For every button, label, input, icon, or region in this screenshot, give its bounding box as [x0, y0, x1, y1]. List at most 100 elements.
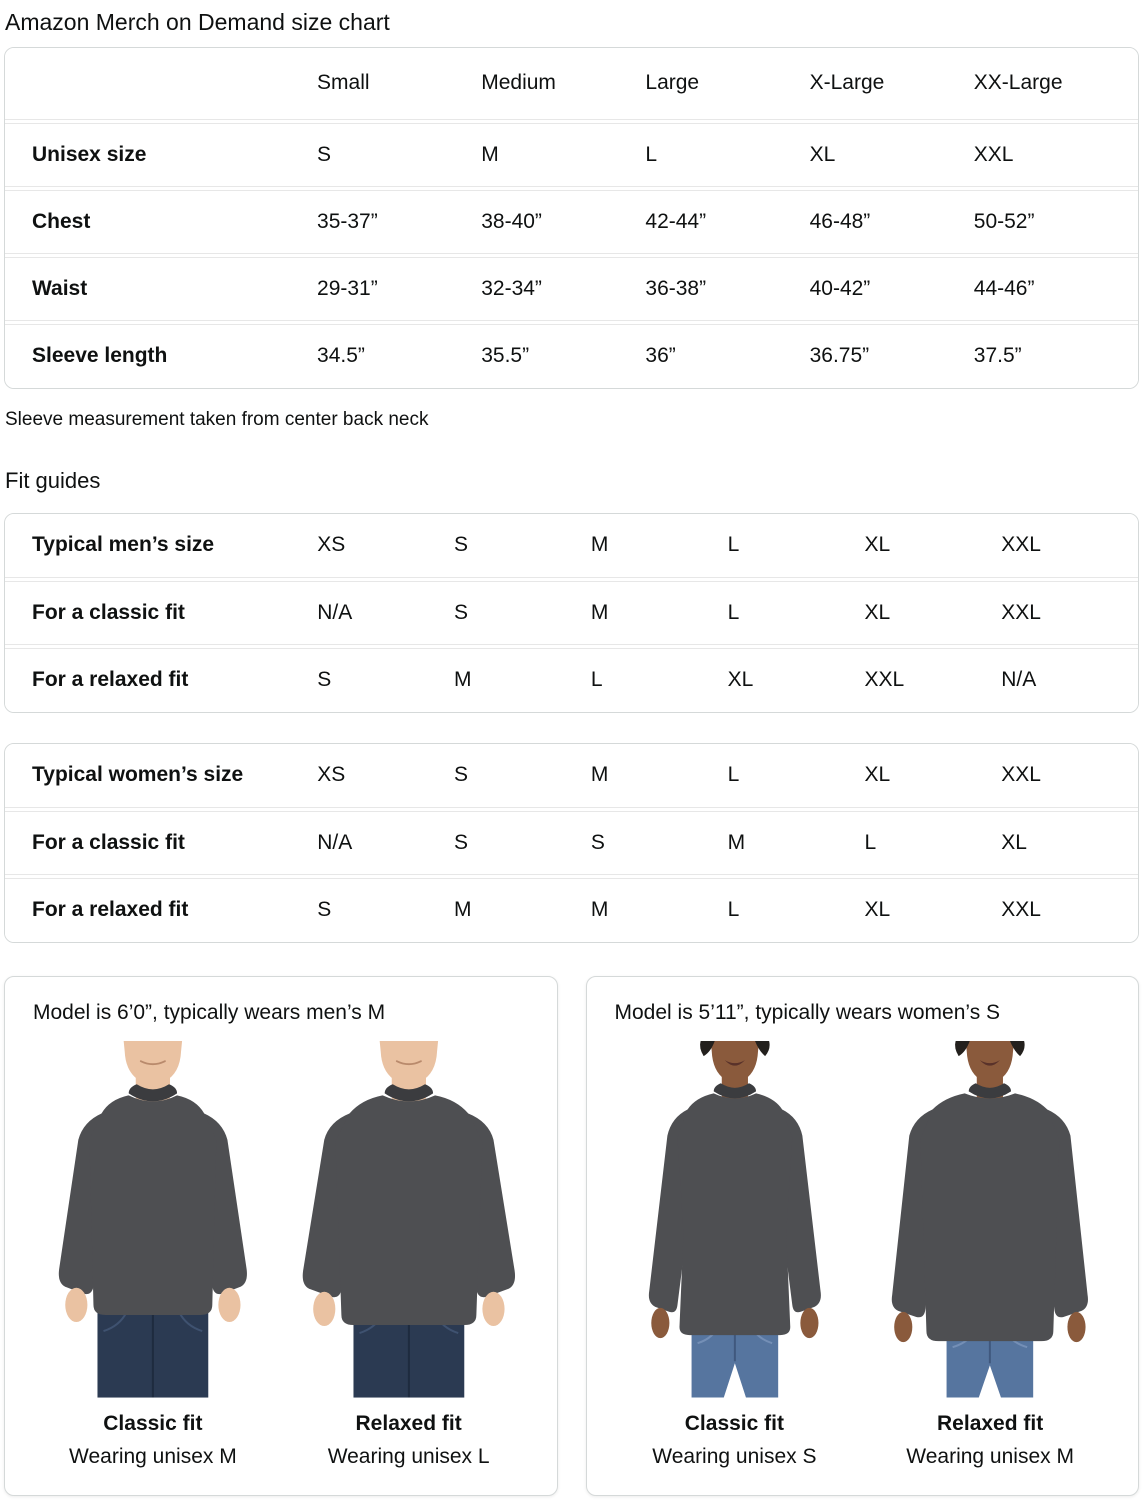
- cell-value: XXL: [1001, 533, 1041, 557]
- column-header-large: Large: [645, 71, 700, 95]
- cell-value: XL: [809, 142, 836, 166]
- cell-value: XS: [317, 763, 346, 787]
- row-label: Typical men’s size: [32, 533, 215, 557]
- cell-value: 29-31”: [317, 276, 378, 300]
- cell-value: S: [454, 830, 469, 854]
- cell-value: XL: [864, 898, 891, 922]
- row-label: Typical women’s size: [32, 763, 244, 787]
- cell-value: XXL: [1001, 763, 1041, 787]
- cell-value: XS: [317, 533, 346, 557]
- cell-value: 44-46”: [973, 276, 1035, 300]
- caption-wearing: Wearing unisex S: [652, 1444, 817, 1468]
- fit-row-classic-fit: For a classic fit N/A S M L XL XXL: [5, 581, 1138, 645]
- row-label: Sleeve length: [32, 344, 168, 368]
- cell-value: L: [590, 668, 603, 692]
- model-cards-section: Model is 6’0”, typically wears men’s M: [4, 976, 1139, 1496]
- cell-value: M: [454, 898, 472, 922]
- caption-wearing: Wearing unisex M: [69, 1444, 237, 1468]
- row-label: For a classic fit: [32, 600, 185, 624]
- cell-value: M: [727, 830, 746, 854]
- column-header-xx-large: XX-Large: [973, 71, 1063, 95]
- caption-fit-label: Relaxed fit: [937, 1411, 1044, 1435]
- page-title: Amazon Merch on Demand size chart: [5, 9, 390, 35]
- cell-value: XXL: [973, 142, 1014, 166]
- row-label: Unisex size: [32, 142, 147, 166]
- cell-value: 46-48”: [809, 209, 871, 233]
- row-label: For a classic fit: [32, 830, 185, 854]
- cell-value: XXL: [1001, 898, 1041, 922]
- cell-value: XL: [864, 763, 891, 787]
- size-row-sleeve-length: Sleeve length 34.5” 35.5” 36” 36.75” 37.…: [5, 324, 1138, 388]
- model-card-heading: Model is 5’11”, typically wears women’s …: [614, 1001, 1001, 1024]
- caption-wearing: Wearing unisex L: [327, 1444, 490, 1468]
- cell-value: XL: [864, 600, 891, 624]
- caption-wearing: Wearing unisex M: [906, 1444, 1074, 1468]
- size-table-header-row: Small Medium Large X-Large XX-Large: [5, 48, 1138, 120]
- cell-value: S: [454, 600, 469, 624]
- size-row-unisex: Unisex size S M L XL XXL: [5, 123, 1138, 187]
- cell-value: L: [864, 830, 877, 854]
- cell-value: XXL: [864, 668, 905, 692]
- cell-value: XL: [727, 668, 754, 692]
- fit-row-relaxed-fit: For a relaxed fit S M L XL XXL N/A: [5, 648, 1138, 712]
- fit-row-typical-womens-size: Typical women’s size XS S M L XL XXL: [5, 744, 1138, 808]
- model-photo-figure: Relaxed fit Wearing unisex L: [286, 1041, 531, 1469]
- cell-value: M: [590, 533, 609, 557]
- size-table: Small Medium Large X-Large XX-Large Unis…: [4, 47, 1139, 389]
- female-model-relaxed-fit-photo: [868, 1041, 1112, 1398]
- cell-value: 32-34”: [481, 276, 542, 300]
- cell-value: 42-44”: [645, 209, 707, 233]
- cell-value: M: [590, 600, 609, 624]
- cell-value: S: [590, 830, 605, 854]
- female-model-classic-fit-photo: [612, 1041, 857, 1398]
- cell-value: L: [727, 533, 740, 557]
- model-photo-figure: Relaxed fit Wearing unisex M: [868, 1041, 1112, 1469]
- fit-row-classic-fit: For a classic fit N/A S S M L XL: [5, 811, 1138, 875]
- cell-value: XL: [864, 533, 891, 557]
- model-photo-figure: Classic fit Wearing unisex S: [612, 1041, 857, 1469]
- cell-value: S: [317, 668, 332, 692]
- row-label: Waist: [32, 276, 88, 300]
- cell-value: S: [317, 898, 332, 922]
- size-row-chest: Chest 35-37” 38-40” 42-44” 46-48” 50-52”: [5, 190, 1138, 254]
- caption-fit-label: Relaxed fit: [355, 1411, 462, 1435]
- cell-value: 37.5”: [973, 344, 1022, 368]
- cell-value: XXL: [1001, 600, 1041, 624]
- cell-value: L: [727, 898, 740, 922]
- row-label: Chest: [32, 209, 91, 233]
- cell-value: 50-52”: [973, 209, 1035, 233]
- cell-value: L: [727, 763, 740, 787]
- cell-value: XL: [1001, 830, 1027, 854]
- cell-value: 36.75”: [809, 344, 870, 368]
- model-photo-figure: Classic fit Wearing unisex M: [31, 1041, 275, 1469]
- fit-table-women: Typical women’s size XS S M L XL XXL For…: [4, 743, 1139, 943]
- fit-row-typical-mens-size: Typical men’s size XS S M L XL XXL: [5, 514, 1138, 578]
- cell-value: S: [454, 533, 469, 557]
- cell-value: L: [727, 600, 740, 624]
- cell-value: S: [454, 763, 469, 787]
- cell-value: 35.5”: [481, 344, 530, 368]
- cell-value: 36”: [645, 344, 676, 368]
- column-header-medium: Medium: [481, 71, 556, 95]
- column-header-x-large: X-Large: [809, 71, 885, 95]
- fit-row-relaxed-fit: For a relaxed fit S M M L XL XXL: [5, 878, 1138, 942]
- caption-fit-label: Classic fit: [684, 1411, 784, 1435]
- fit-guides-heading: Fit guides: [5, 468, 101, 493]
- cell-value: N/A: [1001, 668, 1037, 692]
- model-card-women: Model is 5’11”, typically wears women’s …: [585, 976, 1139, 1496]
- model-card-heading: Model is 6’0”, typically wears men’s M: [33, 1001, 386, 1024]
- model-photos: Classic fit Wearing unisex S: [612, 1041, 1112, 1469]
- cell-value: 35-37”: [317, 209, 378, 233]
- fit-table-men: Typical men’s size XS S M L XL XXL For a…: [4, 513, 1139, 713]
- cell-value: M: [454, 668, 472, 692]
- column-header-small: Small: [317, 71, 370, 95]
- cell-value: 38-40”: [481, 209, 542, 233]
- model-card-men: Model is 6’0”, typically wears men’s M: [4, 976, 558, 1496]
- cell-value: S: [317, 142, 332, 166]
- size-row-waist: Waist 29-31” 32-34” 36-38” 40-42” 44-46”: [5, 257, 1138, 321]
- cell-value: 36-38”: [645, 276, 707, 300]
- cell-value: 34.5”: [317, 344, 365, 368]
- male-model-relaxed-fit-photo: [286, 1041, 531, 1398]
- cell-value: L: [645, 142, 658, 166]
